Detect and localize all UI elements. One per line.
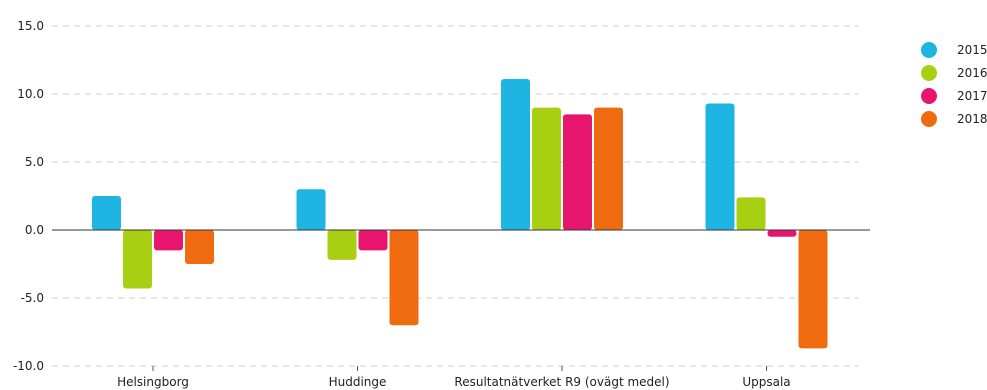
y-axis-tick-labels: 15.0 10.0 5.0 0.0 -5.0 -10.0	[13, 19, 44, 373]
x-category-label: Huddinge	[329, 375, 387, 389]
x-axis-category-labels: Helsingborg Huddinge Resultatnätverket R9 …	[117, 375, 791, 389]
bar-2018-3	[798, 230, 828, 349]
bar-2016-0	[123, 230, 152, 289]
bars	[92, 79, 828, 349]
bar-2017-0	[154, 230, 183, 251]
y-tick-label: 5.0	[25, 155, 44, 169]
legend-swatch-2018	[921, 111, 937, 127]
y-tick-label: 0.0	[25, 223, 44, 237]
bar-2018-2	[594, 107, 623, 230]
bar-2015-1	[296, 189, 326, 230]
bar-2017-2	[563, 114, 592, 230]
legend-swatch-2016	[921, 65, 937, 81]
y-tick-label: 10.0	[17, 87, 44, 101]
x-category-label: Resultatnätverket R9 (ovägt medel)	[454, 375, 669, 389]
legend-swatch-2015	[921, 42, 937, 58]
y-tick-label: -5.0	[21, 291, 44, 305]
x-category-label: Helsingborg	[117, 375, 189, 389]
legend-label: 2016	[957, 66, 987, 80]
bar-2017-3	[767, 230, 797, 237]
bar-2016-1	[327, 230, 357, 260]
bar-2016-2	[532, 107, 561, 230]
legend-label: 2017	[957, 89, 987, 103]
legend-swatch-2017	[921, 88, 937, 104]
bar-2018-1	[389, 230, 419, 326]
x-category-label: Uppsala	[742, 375, 790, 389]
legend: 2015 2016 2017 2018	[921, 42, 987, 127]
legend-label: 2015	[957, 43, 987, 57]
x-axis-ticks	[152, 366, 767, 371]
bar-2018-0	[185, 230, 214, 264]
bar-2017-1	[358, 230, 388, 251]
bar-2015-2	[501, 79, 530, 230]
bar-2015-3	[705, 103, 735, 230]
bar-2016-3	[736, 197, 766, 230]
y-tick-label: 15.0	[17, 19, 44, 33]
y-tick-label: -10.0	[13, 359, 44, 373]
gridlines	[52, 25, 858, 367]
legend-label: 2018	[957, 112, 987, 126]
bar-2015-0	[92, 196, 121, 230]
